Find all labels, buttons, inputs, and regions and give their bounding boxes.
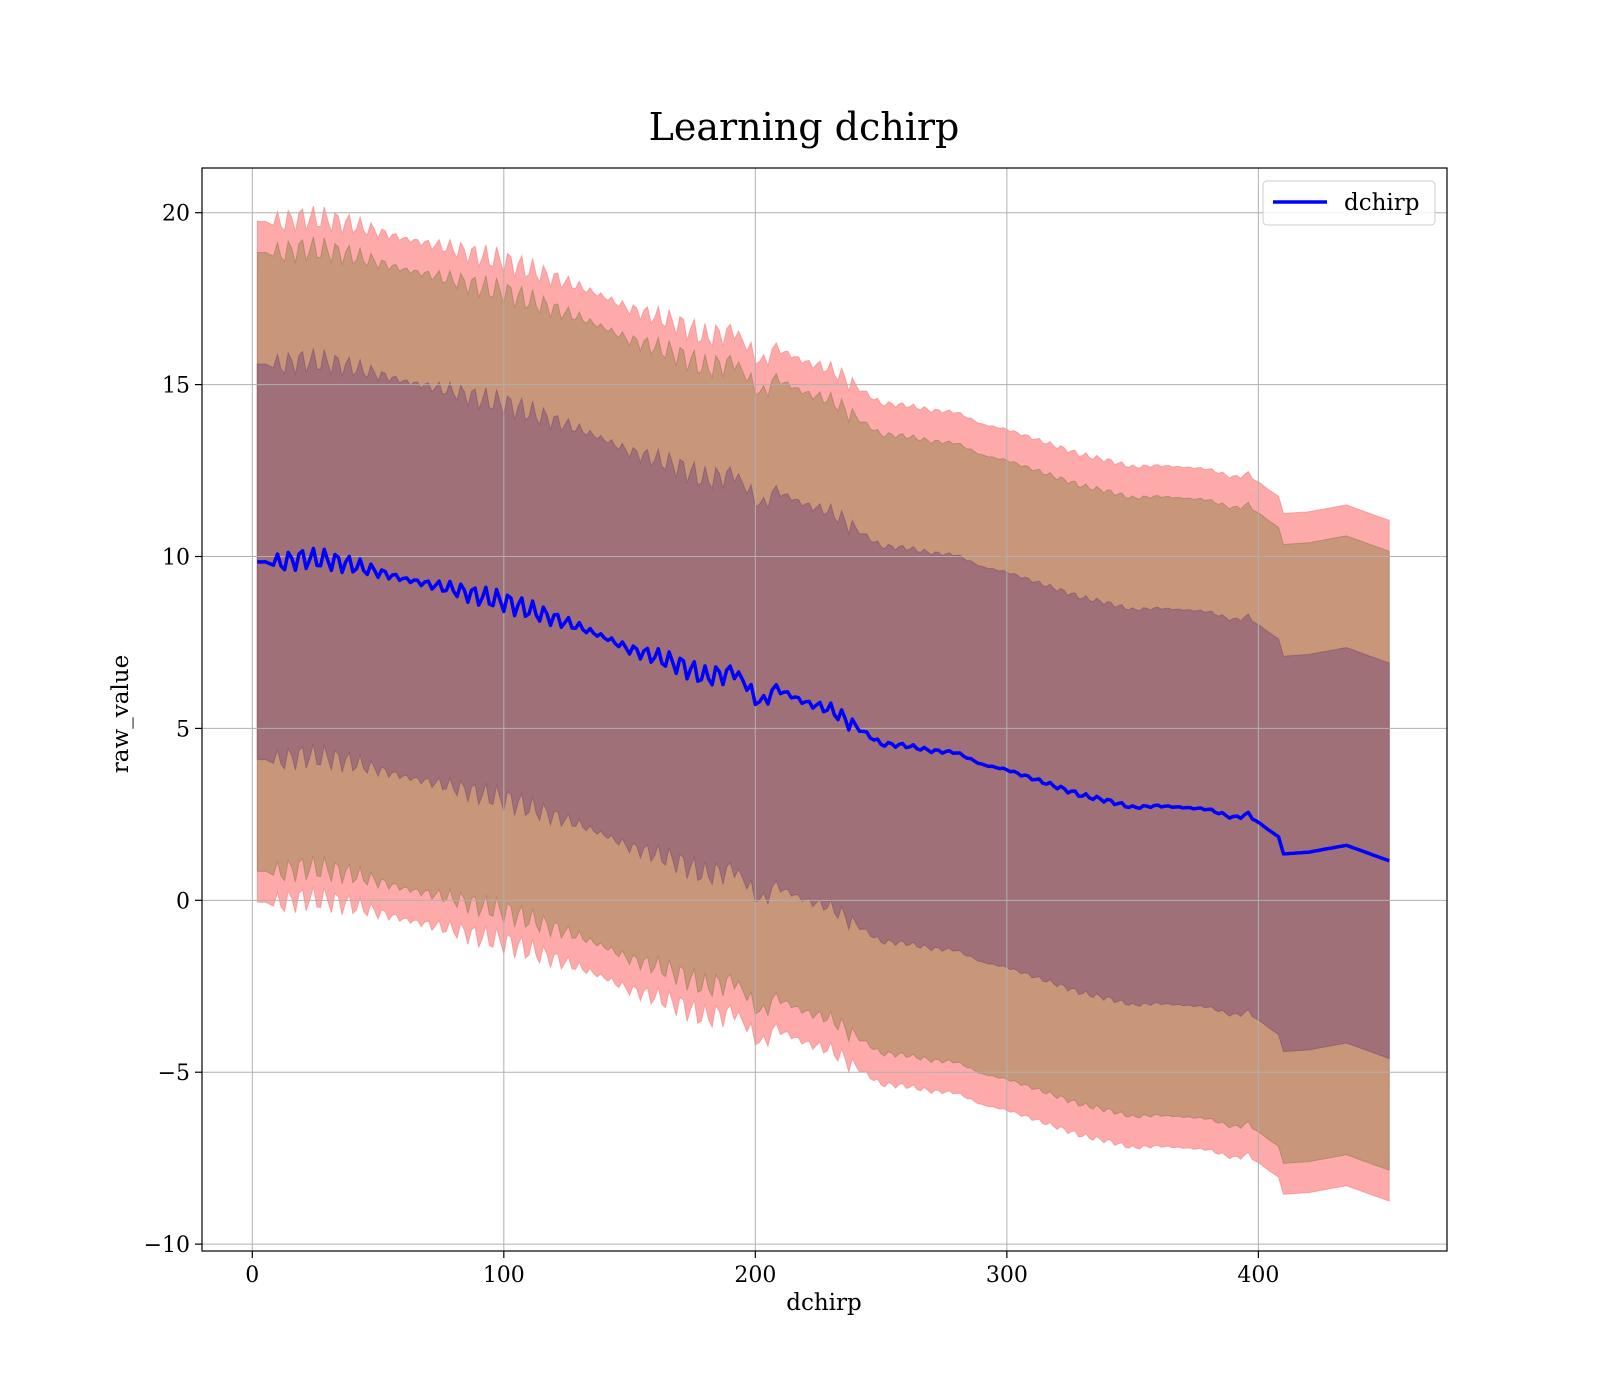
y-tick-label: 20 [162, 202, 190, 227]
x-tick-label: 0 [245, 1263, 259, 1288]
y-tick-label: 0 [176, 889, 190, 914]
legend: dchirp [1262, 180, 1436, 226]
bands [256, 205, 1390, 1202]
grid [202, 168, 1447, 1251]
ticks: 0 100 200 300 400 −10 −5 0 5 10 15 20 [144, 202, 1280, 1288]
x-tick-label: 300 [986, 1263, 1028, 1288]
x-axis-label: dchirp [786, 1290, 862, 1316]
y-tick-label: 5 [176, 717, 190, 742]
y-tick-label: −5 [158, 1061, 190, 1086]
plot-area: 0 100 200 300 400 −10 −5 0 5 10 15 20 [144, 167, 1448, 1288]
legend-box [1262, 180, 1436, 226]
plot-frame [201, 167, 1448, 1252]
band-inner [256, 348, 1390, 1060]
x-tick-label: 100 [483, 1263, 525, 1288]
y-tick-label: 10 [162, 546, 190, 571]
y-axis-label: raw_value [108, 655, 134, 773]
series-line-dchirp [257, 546, 1390, 863]
x-tick-label: 400 [1237, 1263, 1279, 1288]
x-tick-label: 200 [734, 1263, 776, 1288]
legend-entry: dchirp [1344, 190, 1420, 216]
y-tick-label: −10 [144, 1233, 190, 1258]
chart-title: Learning dchirp [649, 105, 960, 149]
y-tick-label: 15 [162, 374, 190, 399]
